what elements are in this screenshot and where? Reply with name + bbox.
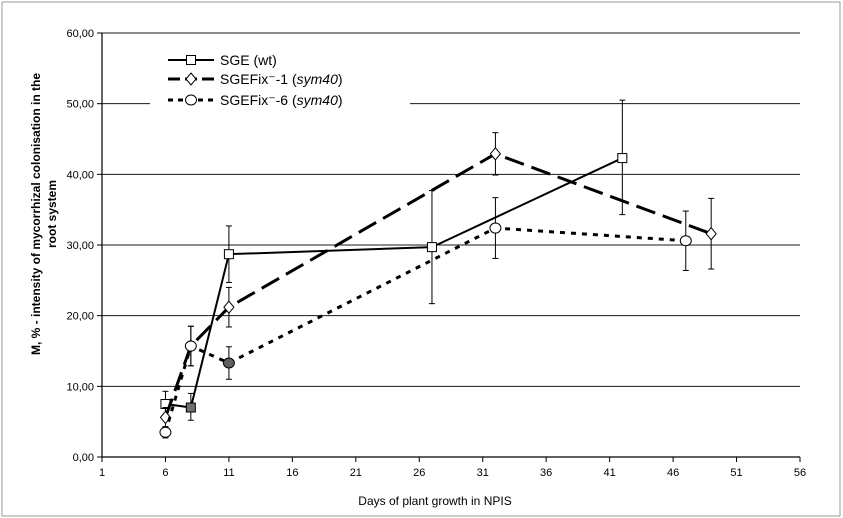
x-tick-label: 21 (350, 467, 362, 479)
data-point-square (617, 153, 628, 164)
data-point-square (426, 242, 437, 253)
x-tick-label: 6 (162, 467, 168, 479)
y-axis-label-line: root system (45, 180, 59, 248)
y-tick-label: 20,00 (66, 311, 94, 323)
series-line (164, 226, 686, 433)
data-point-diamond (705, 226, 717, 241)
x-tick-label: 16 (286, 467, 298, 479)
series (159, 99, 717, 439)
data-point-circle (185, 94, 197, 106)
legend: SGE (wt) SGEFix⁻-1 (sym40) SGEFix⁻-6 (sym4… (150, 48, 410, 116)
y-axis-label-line: M, % - intensity of mycorrhizal colonisa… (29, 73, 43, 355)
data-point-diamond (223, 300, 235, 314)
x-tick-label: 26 (413, 467, 425, 479)
legend-label: SGE (wt) (220, 52, 277, 68)
x-tick-label: 11 (223, 467, 234, 479)
y-tick-label: 40,00 (66, 169, 94, 181)
data-point-diamond (489, 147, 502, 161)
x-tick-label: 31 (477, 467, 489, 479)
data-point-circle (489, 222, 502, 234)
data-point-circle (184, 340, 197, 352)
x-tick-label: 56 (794, 467, 806, 479)
series-3 (159, 197, 692, 439)
x-tick-label: 36 (540, 467, 552, 479)
x-tick-label: 1 (99, 467, 105, 479)
x-axis-label: Days of plant growth in NPIS (358, 494, 511, 508)
y-tick-label: 0,00 (73, 452, 94, 464)
legend-label: SGEFix⁻-6 (sym40) (220, 92, 343, 108)
data-point-diamond (185, 72, 197, 86)
data-point-circle (222, 357, 235, 369)
x-tick-label: 41 (604, 467, 616, 479)
y-tick-label: 30,00 (66, 240, 94, 252)
data-point-square (185, 402, 196, 413)
data-point-circle (679, 235, 692, 247)
y-tick-label: 60,00 (66, 28, 94, 40)
legend-label: SGEFix⁻-1 (sym40) (220, 71, 343, 87)
data-point-square (223, 249, 234, 260)
x-tick-label: 46 (667, 467, 679, 479)
y-axis-label: M, % - intensity of mycorrhizal colonisa… (29, 73, 59, 355)
x-tick-label: 51 (730, 467, 742, 479)
y-tick-label: 50,00 (66, 99, 94, 111)
data-point-circle (159, 426, 172, 438)
data-point-square (186, 55, 196, 65)
y-tick-label: 10,00 (66, 381, 94, 393)
